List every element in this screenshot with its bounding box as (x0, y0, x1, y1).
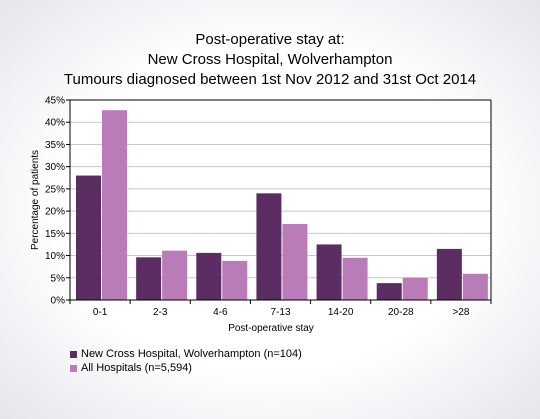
bar-all-hospitals-4 (342, 257, 368, 300)
bar-all-hospitals-3 (282, 224, 308, 300)
y-tick-labels: 0% 5% 10% 15% 20% 25% 30% 35% 40% 45% (45, 96, 65, 307)
x-tick-label: 14-20 (328, 307, 354, 318)
x-tick-label: 2-3 (153, 307, 168, 318)
bar-all-hospitals-2 (222, 260, 248, 300)
bar-new-cross-2 (196, 252, 222, 300)
x-tick-labels: 0-1 2-3 4-6 7-13 14-20 20-28 >28 (93, 307, 470, 318)
y-tick-label: 25% (45, 184, 65, 195)
x-axis-label: Post-operative stay (228, 323, 314, 334)
legend-item-series-1: New Cross Hospital, Wolverhampton (n=104… (70, 347, 302, 361)
legend-label: New Cross Hospital, Wolverhampton (n=104… (81, 348, 302, 360)
legend-label: All Hospitals (n=5,594) (81, 362, 192, 374)
chart-title-line-3: Tumours diagnosed between 1st Nov 2012 a… (63, 71, 477, 88)
legend-item-series-2: All Hospitals (n=5,594) (70, 361, 302, 375)
y-tick-label: 5% (51, 273, 66, 284)
bar-new-cross-6 (436, 248, 462, 300)
bar-new-cross-3 (256, 193, 282, 300)
chart-title-line-1: Post-operative stay at: (195, 31, 345, 48)
bar-all-hospitals-5 (402, 277, 428, 300)
bar-new-cross-0 (76, 175, 101, 300)
y-tick-label: 15% (45, 229, 65, 240)
bar-all-hospitals-1 (162, 250, 188, 300)
y-tick-label: 35% (45, 140, 65, 151)
bar-new-cross-1 (136, 257, 162, 300)
bar-all-hospitals-0 (102, 110, 127, 300)
y-tick-label: 40% (45, 118, 65, 129)
y-tick-label: 0% (51, 296, 66, 307)
bars (76, 110, 488, 300)
x-tick-label: >28 (452, 307, 469, 318)
bar-all-hospitals-6 (462, 273, 488, 300)
x-tick-label: 0-1 (93, 307, 108, 318)
y-tick-label: 20% (45, 207, 65, 218)
x-tick-label: 4-6 (213, 307, 228, 318)
x-tick-label: 7-13 (270, 307, 290, 318)
chart-title: Post-operative stay at: New Cross Hospit… (0, 30, 540, 90)
bar-new-cross-4 (316, 244, 342, 300)
axes (66, 99, 492, 304)
legend-swatch (70, 350, 77, 358)
bar-new-cross-5 (376, 283, 402, 300)
legend-swatch (70, 364, 77, 372)
legend: New Cross Hospital, Wolverhampton (n=104… (70, 347, 302, 375)
y-tick-label: 45% (45, 96, 65, 107)
y-tick-label: 30% (45, 162, 65, 173)
y-axis-label: Percentage of patients (30, 150, 41, 250)
chart-title-line-2: New Cross Hospital, Wolverhampton (147, 51, 393, 68)
y-tick-label: 10% (45, 251, 65, 262)
x-tick-label: 20-28 (388, 307, 414, 318)
